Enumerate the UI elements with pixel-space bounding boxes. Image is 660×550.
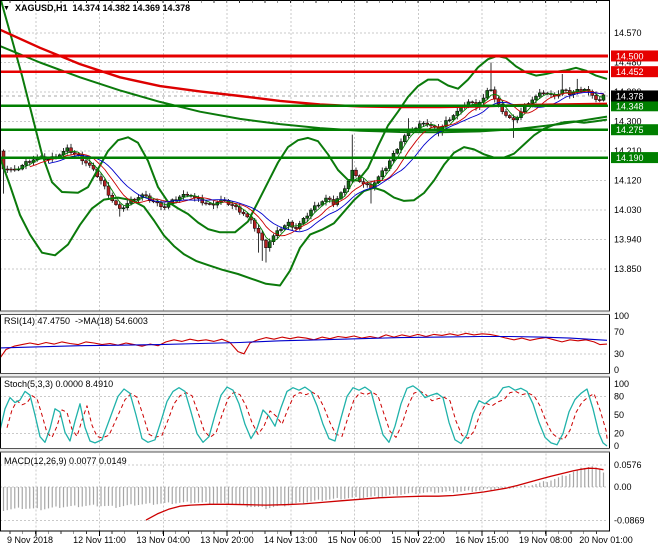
support-resistance-lines xyxy=(0,54,608,159)
macd-indicator-label: MACD(12,26,9) 0.0077 0.0149 xyxy=(4,456,127,466)
macd-histogram xyxy=(2,466,605,511)
price-tick-label: 13.850 xyxy=(614,264,642,274)
level-14.452-badge-text: 14.452 xyxy=(616,67,644,77)
stoch-indicator-label: Stoch(5,3,3) 0.0000 8.4910 xyxy=(4,379,114,389)
level-14.348-badge-text: 14.348 xyxy=(616,101,644,111)
macd-tick-label: 0.00 xyxy=(614,482,632,492)
price-tick-label: 13.940 xyxy=(614,235,642,245)
macd-tick-label: -0.0869 xyxy=(614,515,645,525)
time-tick-label: 15 Nov 06:00 xyxy=(328,535,382,545)
time-tick-label: 16 Nov 15:00 xyxy=(455,535,509,545)
symbol-dropdown-icon[interactable]: ▼ xyxy=(3,4,10,12)
macd-signal-line xyxy=(145,467,604,521)
level-14.500-badge-text: 14.500 xyxy=(616,51,644,61)
price-axis-labels: 14.57014.48014.39014.30014.21014.12014.0… xyxy=(611,28,658,525)
price-tick-label: 14.480 xyxy=(614,58,642,68)
pane-borders xyxy=(0,0,610,536)
rsi-line xyxy=(0,332,608,359)
stoch-tick-label: 100 xyxy=(614,379,629,389)
time-tick-label: 13 Nov 20:00 xyxy=(200,535,254,545)
price-tick-label: 14.120 xyxy=(614,176,642,186)
time-tick-label: 9 Nov 2018 xyxy=(7,535,53,545)
level-14.275-badge-text: 14.275 xyxy=(616,125,644,135)
main-price-pane[interactable] xyxy=(0,1,608,311)
stoch-tick-label: 20 xyxy=(614,429,624,439)
time-tick-label: 12 Nov 11:00 xyxy=(73,535,126,545)
chart-title-ohlc: 14.374 14.382 14.369 14.378 xyxy=(72,3,191,13)
stoch-tick-label: 50 xyxy=(614,410,624,420)
price-gridlines xyxy=(0,32,608,270)
level-14.275-badge xyxy=(611,124,658,136)
bid-price-badge xyxy=(611,90,658,102)
time-axis-labels: 9 Nov 2018 12 Nov 11:00 13 Nov 04:00 13 Nov… xyxy=(7,535,633,545)
chart-title: ▼ XAGUSD,H1 14.374 14.382 14.369 14.378 xyxy=(3,2,190,14)
stoch-k-line xyxy=(0,385,608,447)
rsi-pane[interactable] xyxy=(0,315,608,373)
time-tick-label: 15 Nov 22:00 xyxy=(391,535,445,545)
level-14.348-badge xyxy=(611,100,658,112)
stoch-d-line xyxy=(6,390,608,441)
macd-tick-label: 0.0576 xyxy=(614,460,642,470)
time-tick-label: 19 Nov 08:00 xyxy=(519,535,573,545)
stoch-layer xyxy=(0,385,608,447)
rsi-tick-label: 0 xyxy=(614,365,619,375)
main-chart-layer xyxy=(0,1,608,287)
macd-layer xyxy=(0,464,608,521)
rsi-layer xyxy=(0,331,608,359)
time-tick-label: 13 Nov 04:00 xyxy=(136,535,190,545)
level-14.190-badge-text: 14.190 xyxy=(616,153,644,163)
rsi-tick-label: 30 xyxy=(614,349,624,359)
time-axis[interactable] xyxy=(0,531,610,550)
rsi-tick-label: 100 xyxy=(614,311,629,321)
level-14.452-badge xyxy=(611,66,658,78)
price-tick-label: 14.210 xyxy=(614,146,642,156)
chart-title-symbol: XAGUSD,H1 xyxy=(14,3,68,13)
rsi-tick-label: 70 xyxy=(614,327,624,337)
price-tick-label: 14.300 xyxy=(614,117,642,127)
level-14.500-badge xyxy=(611,50,658,62)
vertical-gridlines xyxy=(35,1,547,531)
time-tick-label: 14 Nov 13:00 xyxy=(264,535,318,545)
price-axis[interactable] xyxy=(610,0,660,531)
time-tick-label: 20 Nov 01:00 xyxy=(579,535,633,545)
rsi-indicator-label: RSI(14) 47.4750 ->MA(18) 54.6003 xyxy=(4,316,148,326)
bid-price-badge-text: 14.378 xyxy=(616,91,644,101)
stoch-pane[interactable] xyxy=(0,377,608,449)
stoch-tick-label: 80 xyxy=(614,391,624,401)
price-tick-label: 14.570 xyxy=(614,28,642,38)
fast-ma-8 xyxy=(29,90,604,237)
rsi-ma-line xyxy=(0,335,608,349)
bollinger-upper-band xyxy=(0,1,608,234)
bollinger-lower-band xyxy=(0,118,608,287)
price-tick-label: 14.030 xyxy=(614,205,642,215)
level-14.190-badge xyxy=(611,152,658,164)
stoch-tick-label: 0 xyxy=(614,441,619,451)
fast-ma-13 xyxy=(48,91,604,233)
